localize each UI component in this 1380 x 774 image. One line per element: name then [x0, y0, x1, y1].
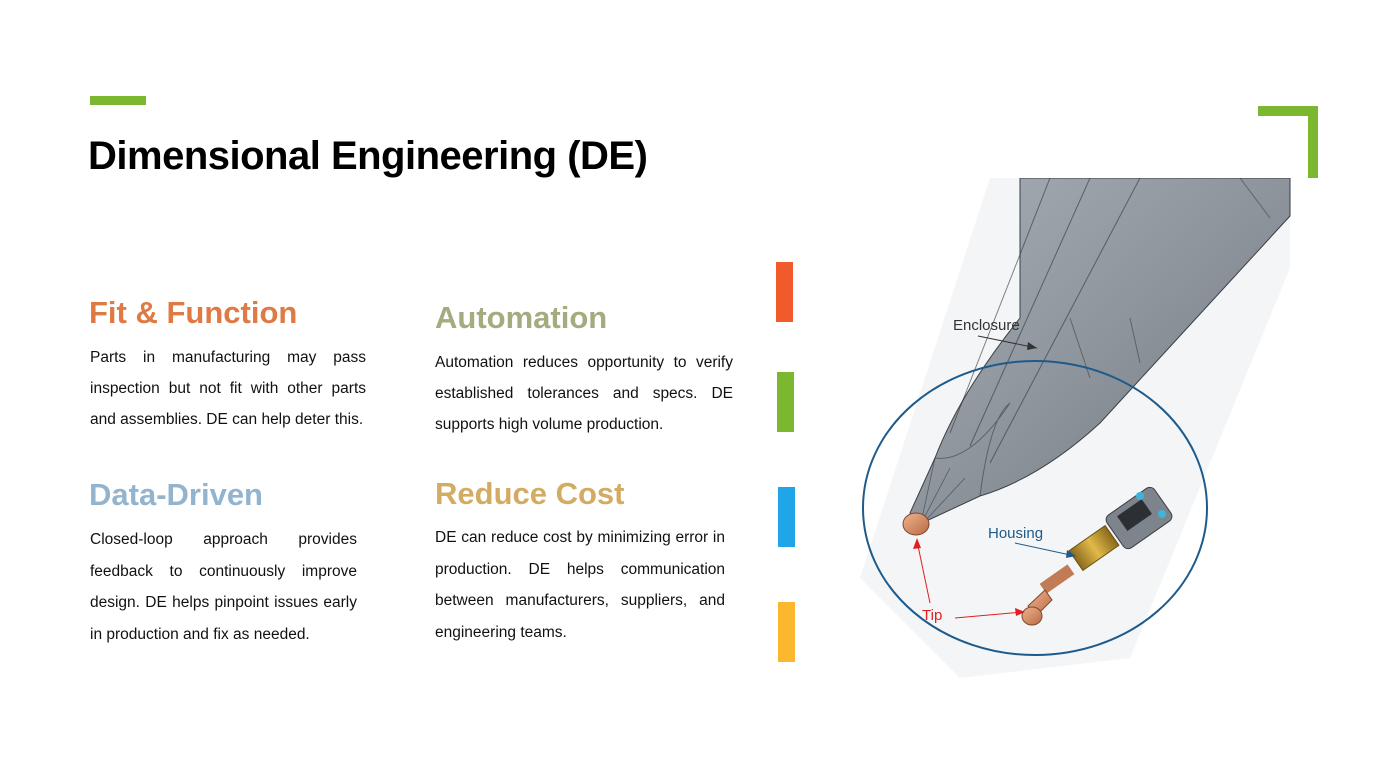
- corner-bracket-decoration: [1258, 106, 1318, 178]
- title-accent-bar: [90, 96, 146, 105]
- fit-function-heading: Fit & Function: [89, 295, 297, 331]
- enclosure-tip: [903, 513, 929, 535]
- reduce-cost-heading: Reduce Cost: [435, 476, 624, 512]
- green-accent-bar: [777, 372, 794, 432]
- orange-accent-bar: [776, 262, 793, 322]
- automation-body: Automation reduces opportunity to verify…: [435, 347, 733, 440]
- fit-function-body: Parts in manufacturing may pass inspecti…: [90, 342, 366, 435]
- automation-heading: Automation: [435, 300, 607, 336]
- page-title: Dimensional Engineering (DE): [88, 134, 647, 179]
- housing-tip: [1022, 607, 1042, 625]
- enclosure-label: Enclosure: [953, 317, 1020, 334]
- blue-accent-bar: [778, 487, 795, 547]
- yellow-accent-bar: [778, 602, 795, 662]
- housing-label: Housing: [988, 525, 1043, 542]
- pen-assembly-svg: [840, 178, 1320, 678]
- data-driven-body: Closed-loop approach provides feedback t…: [90, 524, 357, 650]
- data-driven-heading: Data-Driven: [89, 477, 263, 513]
- tip-label: Tip: [922, 607, 942, 624]
- pen-assembly-illustration: Enclosure Housing Tip: [840, 178, 1320, 678]
- reduce-cost-body: DE can reduce cost by minimizing error i…: [435, 522, 725, 648]
